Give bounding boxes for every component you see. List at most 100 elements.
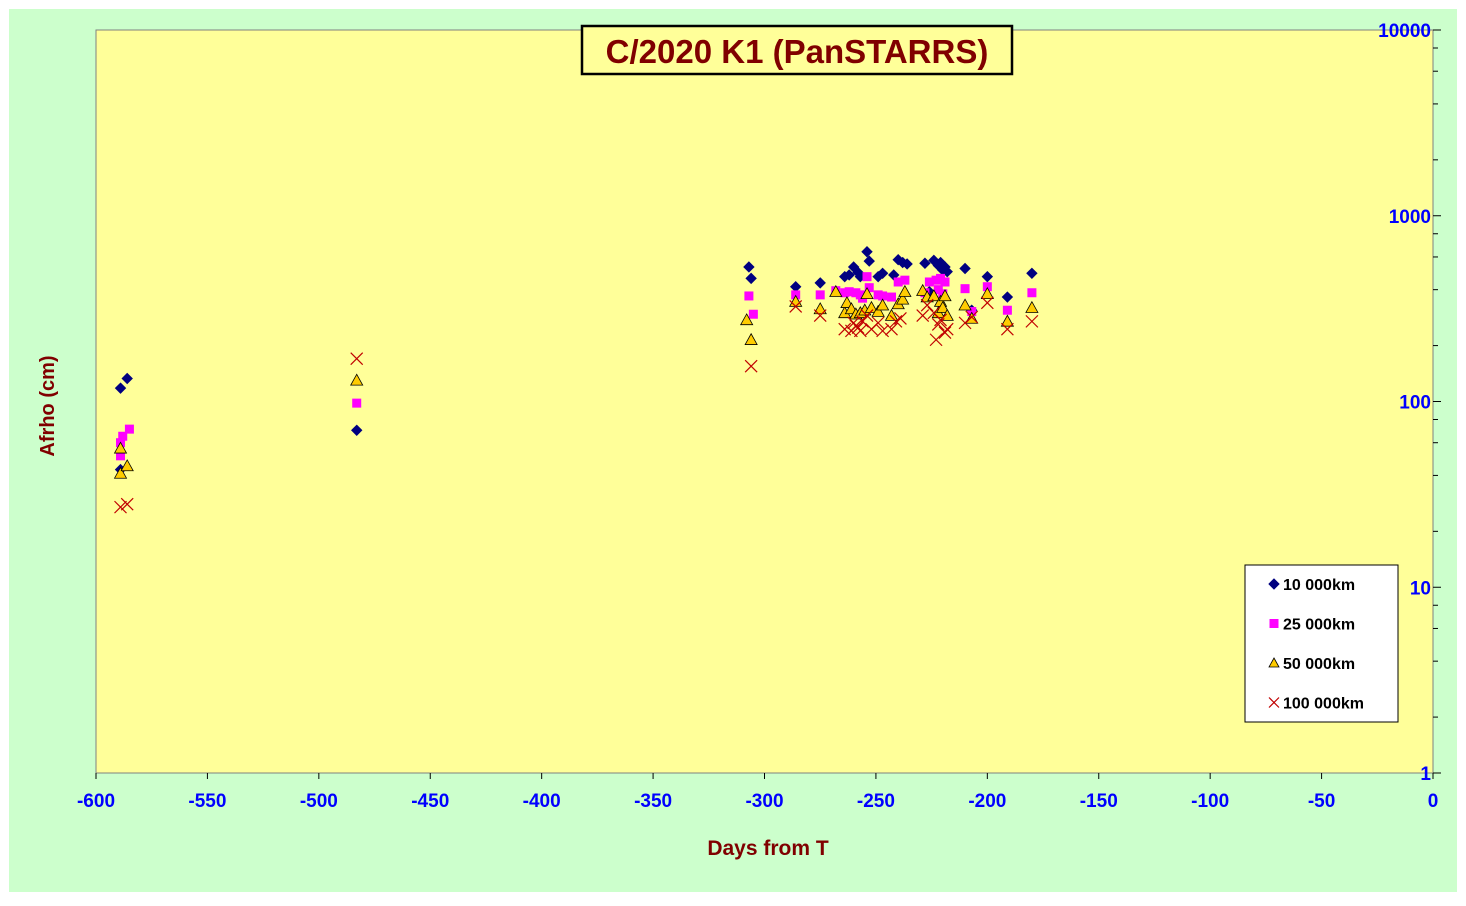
- data-point-cross: [1000, 322, 1014, 336]
- data-point-cross: [920, 298, 934, 312]
- x-tick-label: -450: [411, 791, 449, 812]
- x-tick-label: -350: [634, 791, 672, 812]
- data-point-triangle: [120, 459, 134, 472]
- data-point-diamond: [863, 255, 875, 267]
- data-point-cross-stroke-b: [934, 313, 947, 327]
- data-point-cross-stroke-b: [920, 298, 934, 312]
- data-point-cross-stroke-b: [916, 309, 930, 323]
- data-point-triangle: [875, 298, 890, 311]
- data-point-square: [887, 292, 897, 302]
- data-point-square: [116, 451, 126, 461]
- data-point-diamond: [814, 277, 826, 289]
- data-point-diamond: [901, 258, 913, 270]
- data-point-square: [815, 290, 825, 300]
- data-point-triangle: [895, 292, 910, 305]
- data-point-cross: [860, 309, 874, 323]
- data-point-diamond: [919, 257, 931, 269]
- legend-marker-cross: [1268, 697, 1280, 708]
- data-point-cross: [744, 359, 758, 373]
- data-point-cross-stroke-b: [931, 317, 945, 331]
- data-point-cross: [871, 316, 885, 330]
- legend: 10 000km 25 000km 50 000km 100 000km: [1244, 564, 1399, 723]
- data-point-square: [864, 283, 874, 293]
- data-point-triangle: [113, 466, 128, 479]
- x-tick-label: -500: [300, 791, 338, 812]
- data-point-square: [967, 307, 977, 317]
- data-point-square: [878, 291, 888, 301]
- data-point-triangle: [1000, 314, 1015, 327]
- x-tick-label: -600: [77, 791, 115, 812]
- chart-title: C/2020 K1 (PanSTARRS): [606, 33, 989, 70]
- data-point-square: [940, 277, 950, 287]
- data-point-triangle: [860, 286, 874, 300]
- data-point-cross-stroke-b: [927, 306, 941, 320]
- legend-marker-diamond: [1268, 578, 1280, 590]
- data-point-cross-stroke-b: [965, 310, 979, 324]
- data-point-cross: [350, 352, 364, 366]
- data-point-cross: [940, 322, 954, 336]
- data-point-diamond: [745, 272, 757, 285]
- data-point-triangle: [898, 284, 912, 297]
- legend-marker-square: [1269, 619, 1279, 628]
- data-point-square: [1002, 305, 1012, 315]
- data-point-cross: [885, 322, 898, 336]
- data-point-cross-stroke-b: [856, 314, 869, 328]
- data-point-cross-stroke-b: [871, 316, 885, 330]
- data-point-cross: [894, 312, 907, 325]
- data-point-square: [982, 282, 992, 292]
- data-point-cross-stroke-b: [350, 352, 364, 366]
- data-point-cross: [120, 497, 134, 511]
- data-point-triangle: [884, 308, 899, 321]
- data-point-cross: [931, 317, 945, 331]
- data-point-cross: [856, 314, 869, 328]
- data-point-cross-stroke-b: [860, 309, 874, 323]
- x-tick-label: 0: [1428, 791, 1439, 812]
- data-point-square: [748, 309, 758, 319]
- data-point-cross: [965, 310, 979, 324]
- chart-title-box: C/2020 K1 (PanSTARRS): [580, 24, 1014, 76]
- plot-area: [95, 29, 1434, 774]
- data-point-diamond: [1001, 291, 1014, 303]
- data-point-cross-stroke-b: [853, 324, 867, 338]
- y-tick-label: 1000: [1389, 207, 1431, 228]
- data-point-diamond: [861, 246, 873, 258]
- y-tick-label: 10: [1410, 578, 1431, 599]
- data-point-cross: [1025, 314, 1039, 328]
- data-point-cross: [934, 313, 947, 327]
- data-point-triangle: [1025, 300, 1039, 313]
- data-point-cross: [938, 326, 952, 339]
- data-point-square: [893, 277, 903, 287]
- legend-items: 10 000km 25 000km 50 000km 100 000km: [1268, 577, 1364, 713]
- data-point-cross-stroke-b: [885, 322, 898, 336]
- x-tick-label: -550: [188, 791, 226, 812]
- data-point-cross: [789, 299, 803, 313]
- data-point-cross-stroke-b: [851, 321, 865, 335]
- data-point-triangle: [980, 286, 995, 300]
- data-point-cross: [114, 500, 127, 514]
- y-tick-label: 10000: [1378, 21, 1431, 42]
- data-point-triangle: [871, 304, 885, 317]
- data-point-cross: [851, 321, 865, 335]
- data-point-cross-stroke-b: [838, 322, 852, 336]
- legend-label: 25 000km: [1283, 617, 1355, 634]
- x-tick-label: -400: [523, 791, 561, 812]
- legend-box: [1244, 564, 1399, 723]
- data-point-cross-stroke-b: [876, 324, 890, 338]
- y-tick-label: 100: [1399, 393, 1431, 414]
- data-point-cross-stroke-b: [114, 500, 127, 514]
- data-point-cross-stroke-b: [1025, 314, 1039, 328]
- data-point-square: [352, 398, 362, 408]
- data-point-square: [960, 284, 970, 294]
- legend-label: 100 000km: [1283, 696, 1364, 713]
- data-point-square: [924, 277, 934, 287]
- data-point-triangle: [864, 300, 879, 313]
- data-point-diamond: [876, 267, 889, 280]
- y-tick-label: 1: [1420, 764, 1431, 785]
- data-point-square: [124, 424, 134, 434]
- data-point-triangle: [927, 289, 941, 302]
- data-point-diamond: [959, 262, 971, 275]
- data-point-cross-stroke-b: [744, 359, 758, 373]
- data-point-square: [744, 291, 754, 301]
- data-point-triangle: [940, 308, 954, 321]
